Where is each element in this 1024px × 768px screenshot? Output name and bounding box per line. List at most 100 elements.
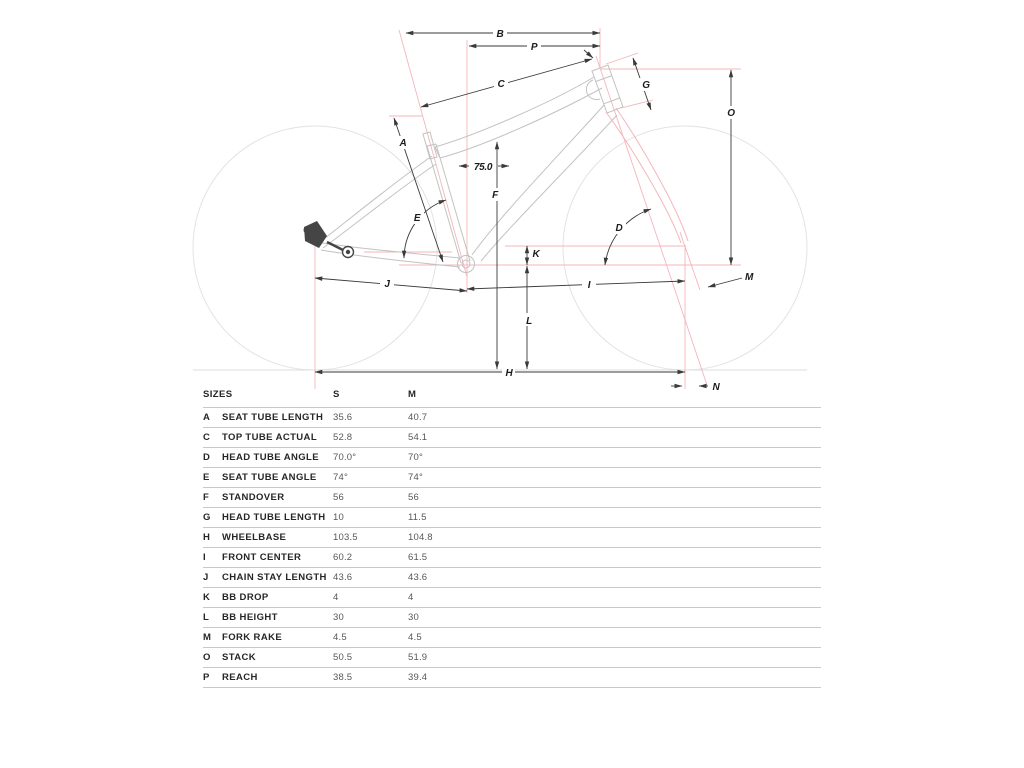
dimension-lines (314, 30, 743, 389)
row-measurement-name: WHEELBASE (222, 532, 287, 543)
table-row: E SEAT TUBE ANGLE 74° 74° (203, 468, 821, 488)
row-value-m: 74° (408, 472, 423, 483)
geometry-table: SIZES S M A SEAT TUBE LENGTH 35.6 40.7 C… (203, 386, 821, 688)
row-letter: J (203, 572, 209, 583)
row-letter: P (203, 672, 210, 683)
row-letter: C (203, 432, 211, 443)
row-value-s: 30 (333, 612, 344, 623)
row-measurement-name: FRONT CENTER (222, 552, 302, 563)
label-B: B (497, 29, 504, 40)
row-letter: D (203, 452, 211, 463)
seat-stay (319, 155, 433, 243)
seat-tube (426, 145, 462, 264)
header-size-s: S (333, 389, 340, 400)
frame (303, 64, 689, 273)
row-value-s: 52.8 (333, 432, 353, 443)
label-A: A (399, 138, 407, 149)
row-value-s: 103.5 (333, 532, 358, 543)
table-row: O STACK 50.5 51.9 (203, 648, 821, 668)
header-sizes: SIZES (203, 389, 233, 400)
label-F: F (492, 190, 499, 201)
top-tube (434, 76, 595, 148)
row-value-m: 11.5 (408, 512, 427, 523)
row-letter: I (203, 552, 207, 563)
table-row: F STANDOVER 56 56 (203, 488, 821, 508)
row-value-s: 70.0° (333, 452, 357, 463)
label-M: M (745, 272, 754, 283)
label-K: K (533, 249, 541, 260)
table-row: D HEAD TUBE ANGLE 70.0° 70° (203, 448, 821, 468)
row-value-s: 60.2 (333, 552, 353, 563)
row-letter: M (203, 632, 212, 643)
label-J: J (384, 279, 390, 290)
table-row: I FRONT CENTER 60.2 61.5 (203, 548, 821, 568)
table-row: H WHEELBASE 103.5 104.8 (203, 528, 821, 548)
row-value-s: 43.6 (333, 572, 353, 583)
row-measurement-name: SEAT TUBE ANGLE (222, 472, 317, 483)
bike-geometry-diagram: B P C A 75.0 F E D G O K L J I H (192, 26, 808, 393)
row-value-s: 56 (333, 492, 344, 503)
row-letter: A (203, 412, 211, 423)
row-value-m: 43.6 (408, 572, 428, 583)
row-value-m: 70° (408, 452, 423, 463)
row-letter: L (203, 612, 210, 623)
label-P: P (531, 42, 538, 53)
row-value-m: 40.7 (408, 412, 428, 423)
table-row: J CHAIN STAY LENGTH 43.6 43.6 (203, 568, 821, 588)
row-measurement-name: CHAIN STAY LENGTH (222, 572, 327, 583)
table-row: G HEAD TUBE LENGTH 10 11.5 (203, 508, 821, 528)
row-measurement-name: STANDOVER (222, 492, 285, 503)
dim-m-leader (707, 277, 743, 288)
row-letter: K (203, 592, 211, 603)
row-value-m: 30 (408, 612, 419, 623)
row-letter: H (203, 532, 211, 543)
label-E: E (414, 213, 421, 224)
row-measurement-name: TOP TUBE ACTUAL (222, 432, 318, 443)
row-value-m: 104.8 (408, 532, 433, 543)
table-header-row: SIZES S M (203, 386, 821, 408)
label-N: N (713, 382, 721, 393)
row-value-s: 4.5 (333, 632, 347, 643)
row-value-s: 4 (333, 592, 339, 603)
row-value-s: 10 (333, 512, 344, 523)
label-I: I (588, 280, 591, 291)
row-letter: F (203, 492, 210, 503)
header-size-m: M (408, 389, 417, 400)
row-measurement-name: SEAT TUBE LENGTH (222, 412, 324, 423)
row-value-s: 74° (333, 472, 348, 483)
table-row: K BB DROP 4 4 (203, 588, 821, 608)
head-tube (591, 64, 624, 114)
row-measurement-name: BB DROP (222, 592, 269, 603)
label-D: D (616, 223, 623, 234)
row-letter: G (203, 512, 211, 523)
row-value-m: 61.5 (408, 552, 428, 563)
table-row: L BB HEIGHT 30 30 (203, 608, 821, 628)
fork-blade (605, 111, 682, 244)
row-measurement-name: REACH (222, 672, 258, 683)
label-L: L (526, 316, 532, 327)
row-value-m: 4.5 (408, 632, 422, 643)
table-row: A SEAT TUBE LENGTH 35.6 40.7 (203, 408, 821, 428)
row-measurement-name: STACK (222, 652, 257, 663)
row-measurement-name: FORK RAKE (222, 632, 283, 643)
row-value-s: 38.5 (333, 672, 353, 683)
rear-derailleur (303, 221, 355, 259)
row-letter: O (203, 652, 211, 663)
label-H: H (506, 368, 514, 379)
row-measurement-name: HEAD TUBE ANGLE (222, 452, 319, 463)
row-value-m: 39.4 (408, 672, 428, 683)
row-letter: E (203, 472, 210, 483)
dim-d-arc (603, 208, 652, 266)
table-row: C TOP TUBE ACTUAL 52.8 54.1 (203, 428, 821, 448)
down-tube (471, 104, 605, 256)
row-measurement-name: BB HEIGHT (222, 612, 278, 623)
row-measurement-name: HEAD TUBE LENGTH (222, 512, 326, 523)
label-seat-angle: 75.0 (474, 162, 493, 173)
row-value-m: 4 (408, 592, 414, 603)
dimension-labels: B P C A 75.0 F E D G O K L J I H (380, 26, 754, 393)
row-value-s: 50.5 (333, 652, 353, 663)
row-value-m: 56 (408, 492, 419, 503)
table-row: P REACH 38.5 39.4 (203, 668, 821, 688)
bottom-bracket (457, 255, 475, 273)
